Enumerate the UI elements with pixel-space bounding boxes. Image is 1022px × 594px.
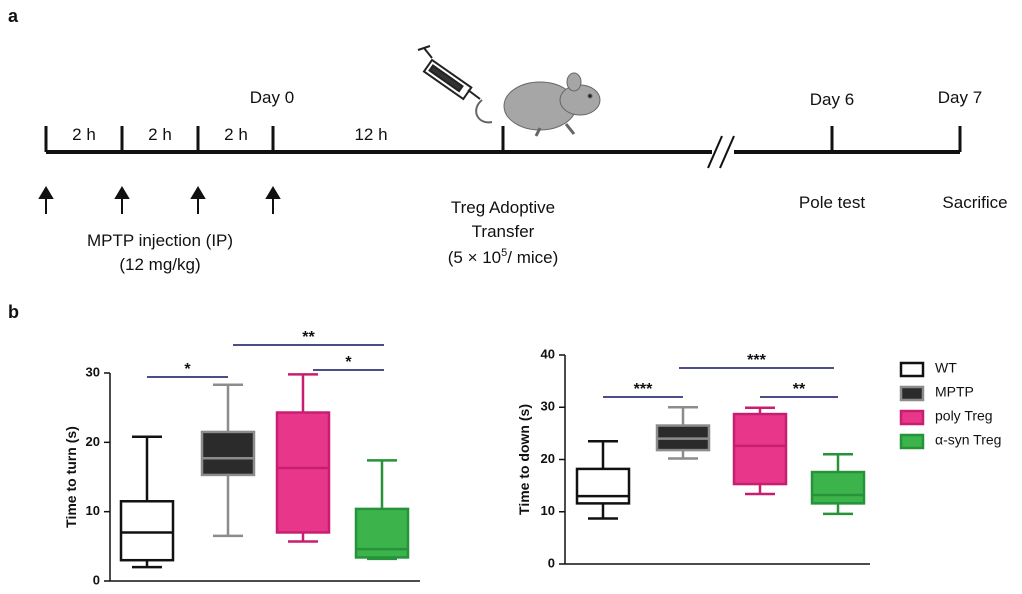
- transfer-part: (5 × 10: [448, 248, 501, 267]
- interval-label: 12 h: [354, 125, 387, 144]
- day-label: Day 6: [810, 90, 854, 109]
- y-tick-label: 30: [541, 399, 555, 414]
- y-tick-label: 20: [541, 451, 555, 466]
- injection-label: MPTP injection (IP): [87, 231, 233, 250]
- y-tick-label: 30: [86, 364, 100, 379]
- interval-label: 2 h: [224, 125, 248, 144]
- sacrifice-label: Sacrifice: [942, 193, 1007, 212]
- y-tick-label: 40: [541, 346, 555, 361]
- legend-label: α-syn Treg: [935, 432, 1001, 448]
- transfer-label: (5 × 105/ mice): [448, 247, 559, 267]
- timeline: [44, 126, 962, 169]
- legend-label: MPTP: [935, 384, 974, 400]
- pole-label: Pole test: [799, 193, 865, 212]
- box: [119, 500, 175, 562]
- y-tick-label: 0: [548, 555, 555, 570]
- syringe: [417, 45, 481, 101]
- panel-label: a: [8, 6, 19, 26]
- arrows: [38, 186, 281, 214]
- y-axis-label: Time to down (s): [516, 404, 532, 515]
- break-mark: [719, 135, 735, 169]
- significance-label: ***: [747, 352, 766, 369]
- transfer-sup: 5: [501, 247, 507, 259]
- y-tick-label: 10: [86, 503, 100, 518]
- significance-label: *: [184, 361, 191, 378]
- legend-swatch: [899, 361, 925, 378]
- significance-label: ***: [634, 381, 653, 398]
- panel-label: b: [8, 302, 19, 322]
- y-axis-label: Time to turn (s): [63, 426, 79, 528]
- interval-label: 2 h: [148, 125, 172, 144]
- significance-label: **: [302, 329, 315, 346]
- day-label: Day 7: [938, 88, 982, 107]
- legend-swatch: [899, 385, 925, 402]
- y-tick-label: 0: [93, 572, 100, 587]
- mouse: [475, 72, 601, 137]
- transfer-label: Transfer: [472, 222, 535, 241]
- box: [810, 470, 866, 505]
- day-label: Day 0: [250, 88, 294, 107]
- break-mark: [707, 135, 723, 169]
- injection-label: (12 mg/kg): [119, 255, 200, 274]
- transfer-label: Treg Adoptive: [451, 198, 555, 217]
- interval-label: 2 h: [72, 125, 96, 144]
- legend-label: WT: [935, 360, 957, 376]
- y-tick-label: 10: [541, 503, 555, 518]
- box: [732, 412, 788, 486]
- transfer-part: / mice): [507, 248, 558, 267]
- significance-label: *: [345, 354, 352, 371]
- y-tick-label: 20: [86, 434, 100, 449]
- legend-swatch: [899, 409, 925, 426]
- box: [575, 467, 631, 505]
- significance-label: **: [793, 381, 806, 398]
- box: [275, 411, 331, 534]
- legend-label: poly Treg: [935, 408, 993, 424]
- legend-swatch: [899, 433, 925, 450]
- box: [200, 430, 256, 477]
